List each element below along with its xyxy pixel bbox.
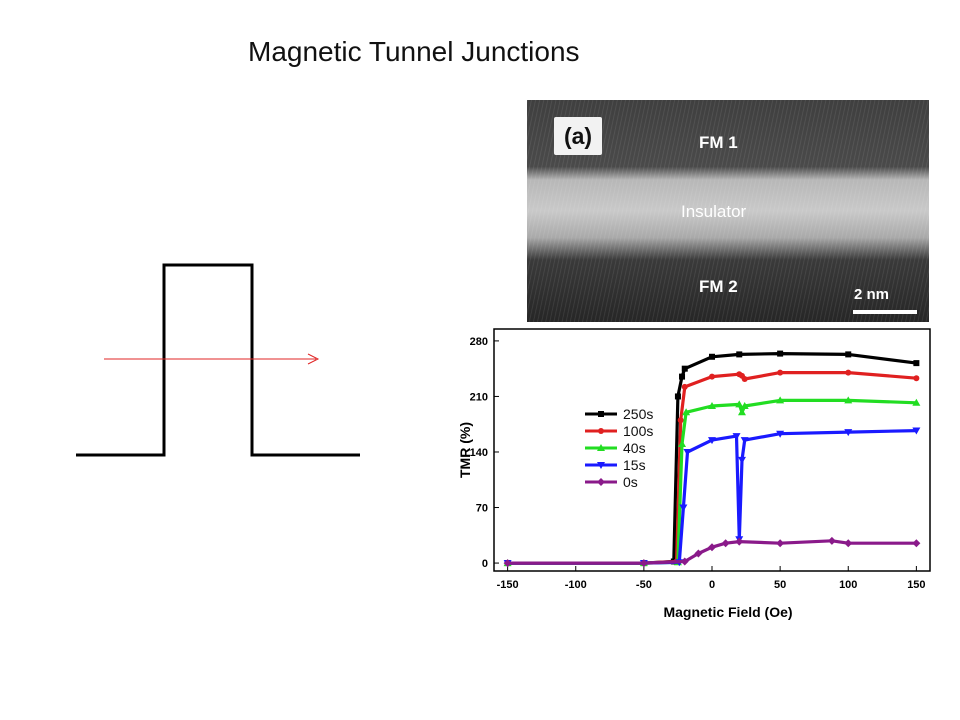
barrier-profile [76,263,360,457]
data-point [845,351,852,358]
data-point [679,373,686,380]
data-point [732,433,741,441]
data-point [682,408,691,416]
data-point [776,430,785,438]
y-axis-label: TMR (%) [457,422,473,478]
data-point [681,383,688,390]
data-point [844,396,853,404]
x-tick-label: -150 [497,579,519,591]
data-point [708,543,716,552]
y-tick-label: 70 [476,503,488,515]
data-point [681,365,688,372]
y-tick-label: 280 [470,336,488,348]
legend-marker [598,428,604,434]
x-tick-label: 150 [907,579,925,591]
data-point [708,437,716,445]
data-point [680,557,689,566]
legend-entry: 0s [585,474,638,490]
data-point [674,393,681,400]
data-point [503,559,512,568]
data-point [639,559,648,568]
data-point [678,440,687,448]
scale-bar [853,310,917,314]
legend-marker [597,462,605,469]
data-point [844,429,853,437]
data-point [776,396,785,404]
data-point [827,536,836,545]
layer-label-fm2: FM 2 [699,277,738,296]
legend-label: 40s [623,440,646,456]
legend-marker [597,444,605,451]
data-point [709,353,715,360]
data-point [708,401,716,409]
data-point [776,539,785,548]
data-point [777,369,784,376]
data-point [683,448,692,456]
layer-label-insulator: Insulator [681,202,747,221]
layer-label-fm1: FM 1 [699,133,738,152]
legend-entry: 40s [585,440,646,456]
legend-entry: 15s [585,457,646,473]
data-point [844,539,853,548]
scale-bar-label: 2 nm [854,286,890,303]
x-tick-label: 100 [839,579,857,591]
legend-marker [598,411,604,417]
y-tick-label: 140 [470,447,488,459]
data-point [721,539,730,548]
data-point [679,504,688,512]
y-tick-label: 210 [470,391,488,403]
panel-label: (a) [554,117,602,155]
data-point [709,373,715,380]
y-tick-label: 0 [482,558,488,570]
tunnel-barrier-diagram [76,263,360,457]
data-point [913,360,920,367]
legend-label: 15s [623,457,646,473]
legend-label: 0s [623,474,638,490]
legend-marker [597,478,605,486]
legend-label: 250s [623,406,653,422]
data-point [736,351,743,358]
series-0s [503,536,921,568]
x-tick-label: 0 [709,579,715,591]
data-point [740,401,749,409]
tmr-chart: -150 -100 -50 0 50 100 150 0 70 140 210 280 250s100… [457,328,931,620]
legend-label: 100s [623,423,653,439]
x-tick-label: 50 [774,579,786,591]
legend-entry: 250s [585,406,653,422]
tem-micrograph: (a) FM 1 Insulator FM 2 2 nm [527,100,929,322]
data-point [735,537,744,546]
data-point [912,539,921,548]
plot-frame [493,328,931,572]
x-tick-label: -100 [565,579,587,591]
data-point [913,375,920,382]
data-point [845,369,852,376]
x-tick-label: -50 [636,579,652,591]
data-point [777,350,784,357]
data-point [694,549,703,558]
data-point [912,427,921,435]
x-axis-label: Magnetic Field (Oe) [663,604,792,620]
data-point [737,408,746,416]
data-point [737,456,746,464]
data-point [740,437,749,445]
arrow-head-icon [307,353,320,365]
data-point [741,375,748,382]
data-point [912,398,921,406]
data-point [735,400,744,408]
slide-title: Magnetic Tunnel Junctions [248,36,580,67]
legend-entry: 100s [585,423,653,439]
data-point [677,417,684,424]
